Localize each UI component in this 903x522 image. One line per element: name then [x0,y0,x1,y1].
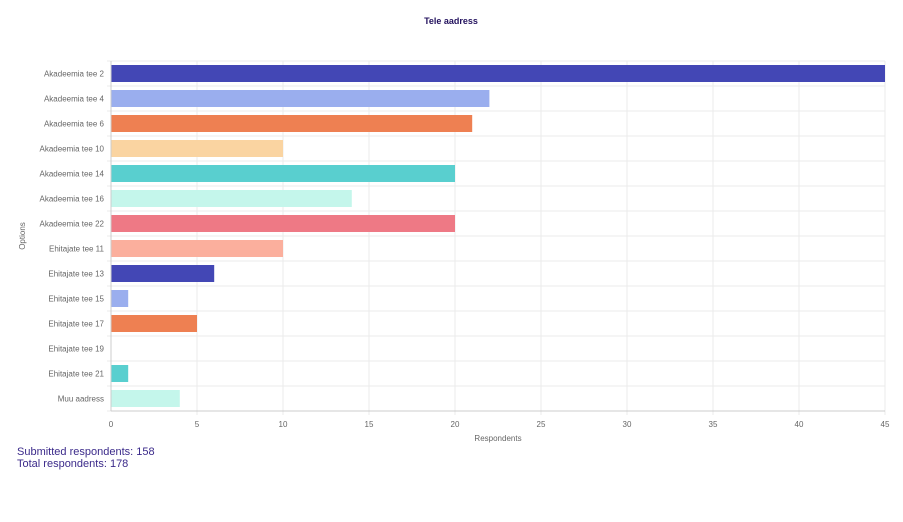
x-tick-label: 35 [709,420,718,429]
bar [111,190,352,207]
bar [111,240,283,257]
x-tick-labels: 0 5 10 15 20 25 30 35 40 45 [109,420,890,429]
x-tick-label: 25 [537,420,546,429]
bars [111,65,885,407]
bar [111,165,455,182]
bar [111,115,473,132]
y-tick-label: Ehitajate tee 13 [48,270,104,279]
respondent-summary: Submitted respondents: 158 Total respond… [17,446,155,470]
y-tick-label: Akadeemia tee 4 [44,95,105,104]
submitted-respondents: Submitted respondents: 158 [17,446,155,458]
y-tick-label: Akadeemia tee 6 [44,120,105,129]
y-tick-label: Ehitajate tee 15 [48,295,104,304]
y-tick-label: Muu aadress [58,395,104,404]
bar [111,290,129,307]
x-tick-label: 15 [365,420,374,429]
x-tick-label: 30 [623,420,632,429]
bar [111,140,283,157]
y-tick-label: Ehitajate tee 19 [48,345,104,354]
x-axis-title: Respondents [474,434,521,443]
y-tick-label: Ehitajate tee 11 [49,245,105,254]
bar [111,65,885,82]
y-tick-label: Akadeemia tee 10 [40,145,105,154]
x-tick-label: 0 [109,420,114,429]
grid-lines [107,60,886,415]
y-tick-label: Ehitajate tee 17 [48,320,104,329]
x-tick-label: 45 [881,420,890,429]
bar [111,90,490,107]
y-tick-label: Akadeemia tee 2 [44,70,105,79]
y-tick-label: Akadeemia tee 16 [40,195,105,204]
x-tick-label: 20 [451,420,460,429]
chart-title: Tele aadress [424,16,478,26]
y-tick-label: Akadeemia tee 14 [40,170,105,179]
bar [111,390,180,407]
bar [111,315,197,332]
y-tick-labels: Akadeemia tee 2 Akadeemia tee 4 Akadeemia … [40,70,105,404]
bar [111,365,129,382]
y-tick-label: Akadeemia tee 22 [40,220,105,229]
bar [111,215,455,232]
y-tick-label: Ehitajate tee 21 [48,370,104,379]
x-tick-label: 5 [195,420,200,429]
total-respondents: Total respondents: 178 [17,458,129,470]
y-axis-title: Options [18,222,27,250]
x-tick-label: 40 [795,420,804,429]
bar [111,265,215,282]
x-tick-label: 10 [279,420,288,429]
